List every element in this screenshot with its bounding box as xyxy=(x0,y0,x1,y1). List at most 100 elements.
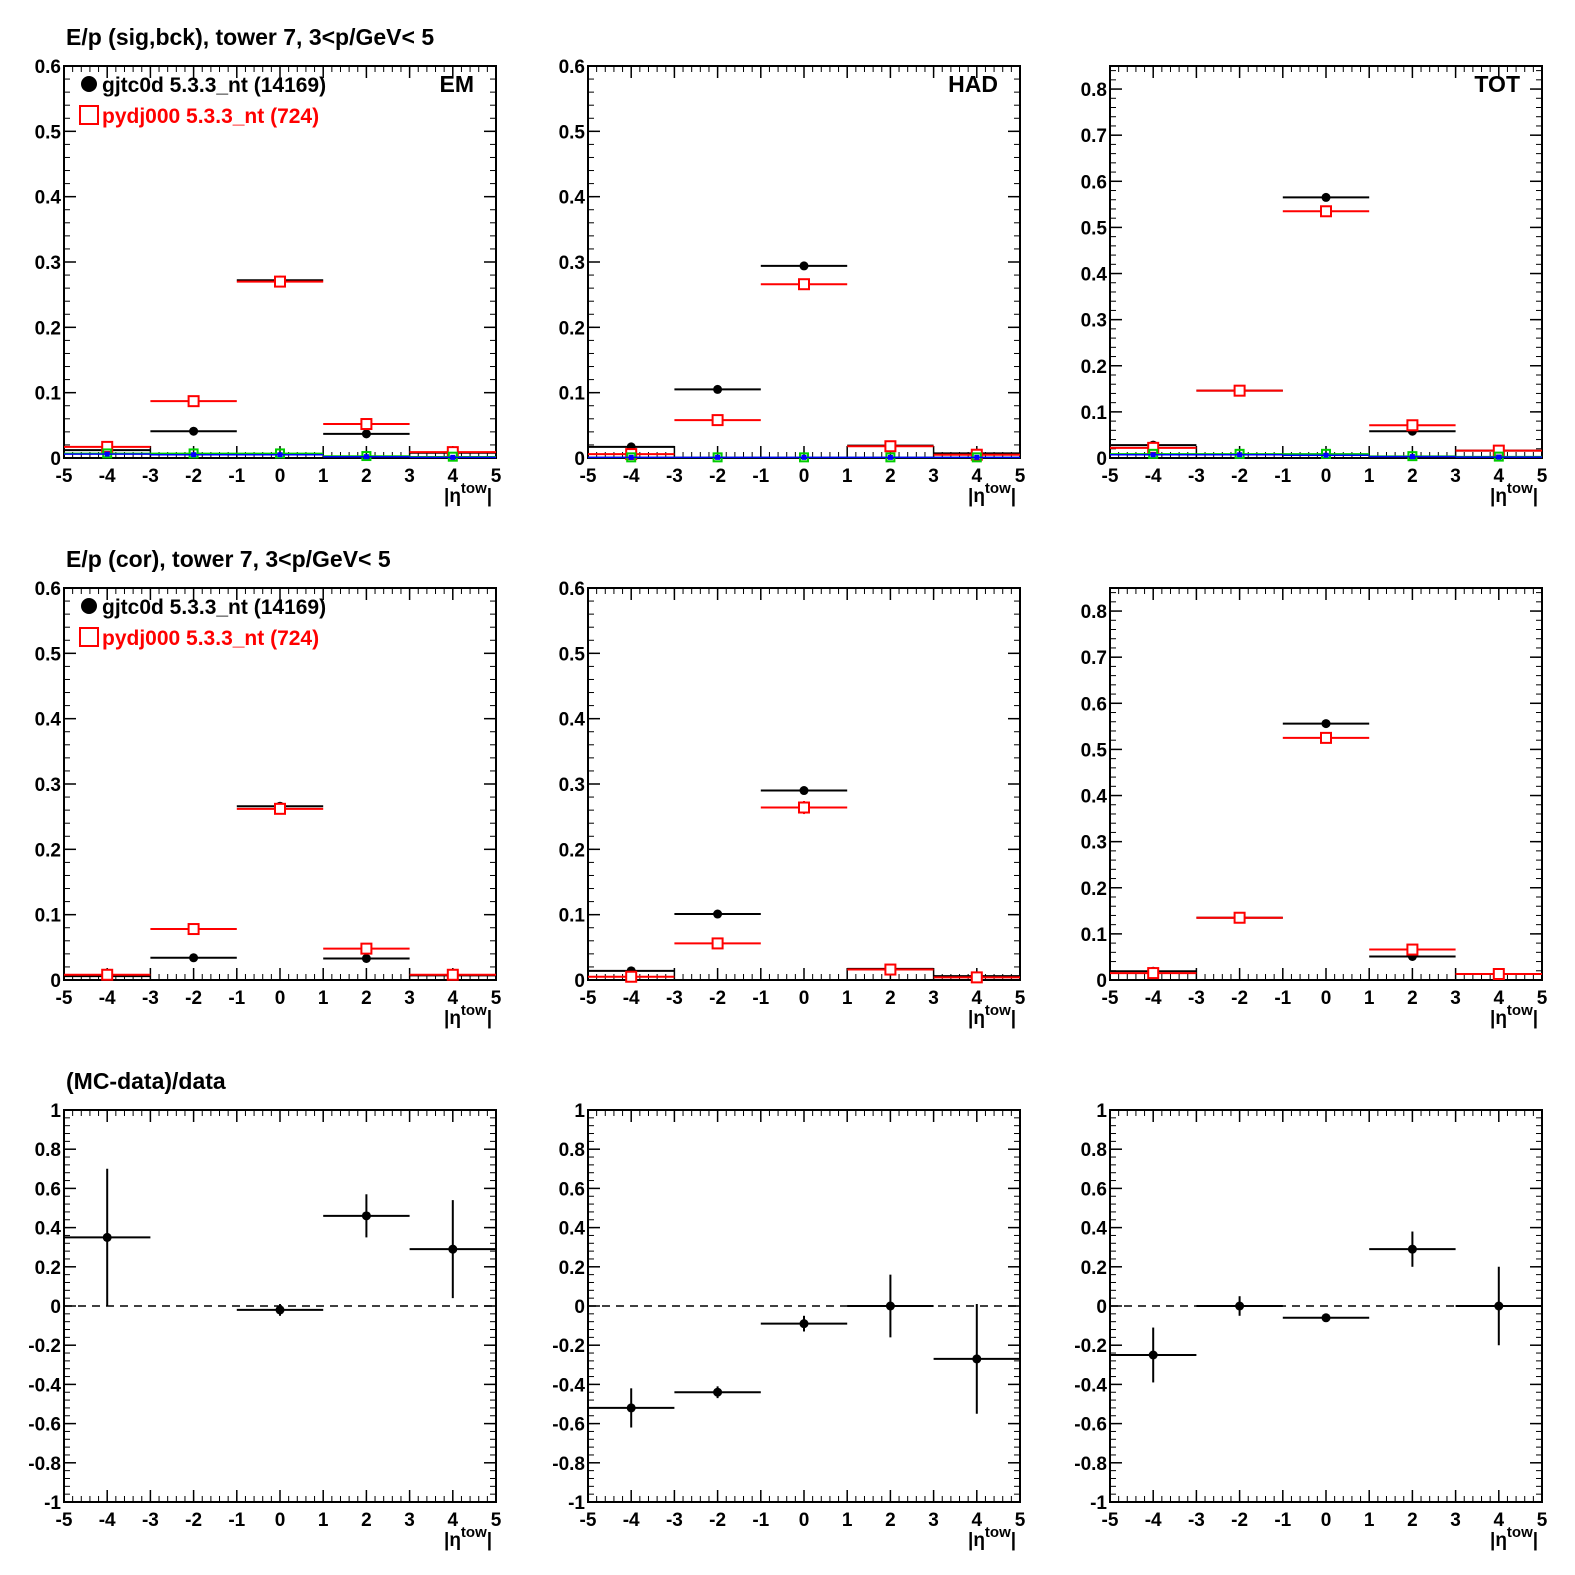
data-point xyxy=(626,1403,636,1413)
data-point xyxy=(189,426,199,436)
y-tick-label: 0.1 xyxy=(1081,925,1108,946)
data-point xyxy=(448,1244,458,1254)
data-point xyxy=(884,440,897,453)
data-point xyxy=(799,786,809,796)
y-tick-label: 0.3 xyxy=(35,775,61,796)
x-tick-label: -5 xyxy=(580,1510,597,1531)
panel-label: HAD xyxy=(948,71,998,97)
x-tick-label: 4 xyxy=(448,466,459,487)
y-tick-label: 0 xyxy=(574,449,585,470)
x-tick-label: -4 xyxy=(1145,466,1162,487)
y-tick-label: -0.2 xyxy=(28,1336,61,1357)
x-axis-label: |ηtow| xyxy=(1490,1002,1538,1029)
data-point xyxy=(361,953,371,963)
x-tick-label: -3 xyxy=(142,1510,159,1531)
data-point xyxy=(972,1354,982,1364)
x-tick-label: 1 xyxy=(318,988,329,1009)
data-point xyxy=(1234,448,1245,459)
x-tick-label: 2 xyxy=(1407,988,1418,1009)
data-point xyxy=(1320,731,1332,744)
data-point xyxy=(102,1232,112,1242)
x-tick-label: -2 xyxy=(709,988,726,1009)
chart-panel-1-0: -5 -4 -3 -2 -1 0 1 2 3 4 5 0 0.1 0.2 0.3 0.4 0.5 0.6 |ηtow… xyxy=(35,579,502,1029)
y-tick-label: 0 xyxy=(1096,449,1107,470)
x-tick-label: 4 xyxy=(448,988,459,1009)
y-tick-label: 0 xyxy=(574,971,585,992)
y-tick-label: 0.5 xyxy=(1081,218,1108,239)
x-axis-label: |ηtow| xyxy=(968,1524,1016,1551)
data-point xyxy=(1409,454,1415,460)
chart-panel-2-0: -5 -4 -3 -2 -1 0 1 2 3 4 5 -1 -0.8 -0.6 -0.4 -0.2 0 0.2 0.… xyxy=(28,1101,501,1551)
y-tick-label: 0.1 xyxy=(35,906,62,927)
y-tick-label: 0 xyxy=(50,971,61,992)
data-point xyxy=(1406,419,1419,432)
x-tick-label: 4 xyxy=(1494,1510,1505,1531)
y-tick-label: 1 xyxy=(574,1101,585,1122)
data-point xyxy=(887,454,893,460)
x-tick-label: -3 xyxy=(142,466,159,487)
x-tick-label: 2 xyxy=(361,988,372,1009)
x-tick-label: 5 xyxy=(1537,988,1548,1009)
data-point xyxy=(188,448,199,459)
x-tick-label: 5 xyxy=(1015,1510,1026,1531)
y-tick-label: 0.6 xyxy=(559,579,585,600)
y-tick-label: 0.2 xyxy=(35,840,61,861)
x-tick-label: 1 xyxy=(842,1510,853,1531)
panel-label: EM xyxy=(440,71,475,97)
data-point xyxy=(713,1387,723,1397)
data-point xyxy=(360,418,373,431)
x-tick-label: -4 xyxy=(1145,988,1162,1009)
data-point xyxy=(974,454,980,460)
x-tick-label: 0 xyxy=(275,988,286,1009)
y-tick-label: 0.4 xyxy=(35,1219,62,1240)
x-tick-label: -3 xyxy=(1188,1510,1205,1531)
x-axis-label: |ηtow| xyxy=(444,480,492,507)
x-tick-label: 4 xyxy=(1494,466,1505,487)
x-tick-label: -4 xyxy=(623,466,640,487)
y-tick-label: 0.2 xyxy=(35,318,61,339)
row-title-signal-background: E/p (sig,bck), tower 7, 3<p/GeV< 5 xyxy=(66,24,434,50)
y-tick-label: 0.3 xyxy=(559,775,585,796)
x-tick-label: -1 xyxy=(1274,1510,1291,1531)
y-tick-label: 0.6 xyxy=(1081,694,1107,715)
data-point xyxy=(191,452,197,458)
y-tick-label: 0.3 xyxy=(1081,311,1107,332)
x-tick-label: -3 xyxy=(666,466,683,487)
y-tick-label: 0.4 xyxy=(559,188,586,209)
y-tick-label: 0.2 xyxy=(1081,357,1107,378)
y-tick-label: 0.3 xyxy=(1081,833,1107,854)
x-tick-label: -4 xyxy=(623,1510,640,1531)
y-tick-label: 0.6 xyxy=(559,57,585,78)
x-tick-label: -1 xyxy=(752,466,769,487)
y-tick-label: 0.4 xyxy=(35,710,62,731)
x-tick-label: 5 xyxy=(1015,466,1026,487)
y-tick-label: 0.4 xyxy=(559,710,586,731)
data-point xyxy=(1148,1350,1158,1360)
y-tick-label: 1 xyxy=(1096,1101,1107,1122)
data-point xyxy=(446,968,459,981)
y-tick-label: 0.8 xyxy=(559,1140,585,1161)
x-tick-label: -1 xyxy=(228,466,245,487)
x-axis-label: |ηtow| xyxy=(1490,480,1538,507)
x-tick-label: 1 xyxy=(842,466,853,487)
data-point xyxy=(1321,192,1331,202)
x-tick-label: 5 xyxy=(491,988,502,1009)
y-tick-label: -0.8 xyxy=(552,1454,585,1475)
data-point xyxy=(1321,448,1331,459)
y-tick-label: 0 xyxy=(1096,1297,1107,1318)
y-tick-label: -0.2 xyxy=(1074,1336,1107,1357)
x-tick-label: 1 xyxy=(1364,1510,1375,1531)
legend-marker-circle xyxy=(81,76,97,92)
y-tick-label: 0 xyxy=(1096,971,1107,992)
data-point xyxy=(715,454,721,460)
data-point xyxy=(1496,454,1502,460)
x-tick-label: 0 xyxy=(1321,466,1332,487)
y-tick-label: 0.4 xyxy=(1081,265,1108,286)
data-point xyxy=(189,953,199,963)
y-tick-label: 0.4 xyxy=(35,188,62,209)
x-tick-label: -5 xyxy=(56,1510,73,1531)
x-tick-label: 1 xyxy=(318,466,329,487)
x-tick-label: -5 xyxy=(1102,466,1119,487)
data-point xyxy=(1407,1244,1417,1254)
data-point xyxy=(1320,205,1332,218)
